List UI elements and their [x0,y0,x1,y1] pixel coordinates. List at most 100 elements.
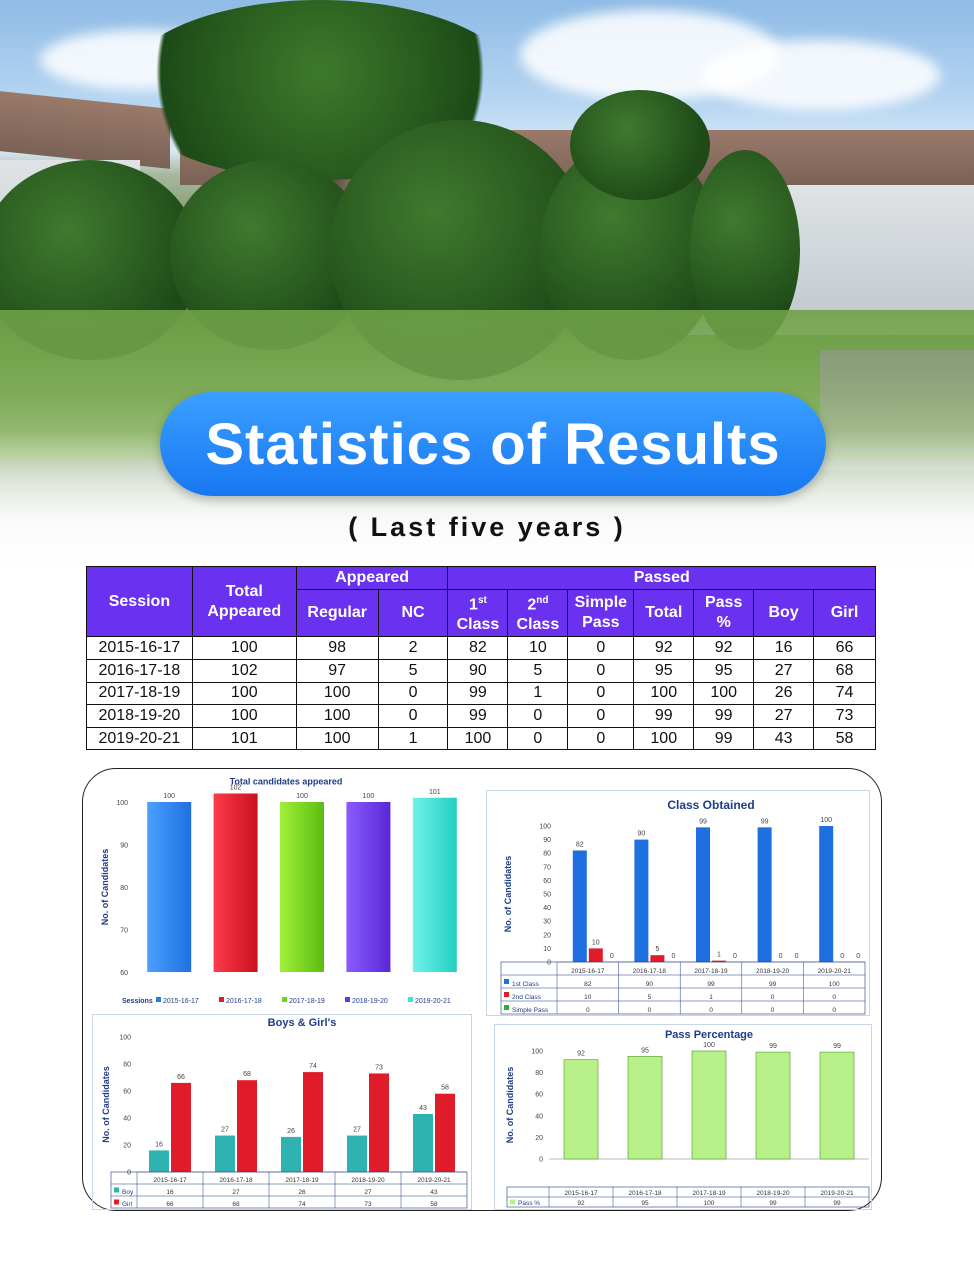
chart-class-obtained: Class Obtained 0 10 20 30 40 50 60 70 80 90 100 No. … [487,792,869,1016]
data-label: 1 [717,952,721,959]
bar-1st Class-2019-20-21 [819,826,834,962]
y-tick-label: 30 [543,919,551,926]
table-value: 92 [577,1200,585,1207]
chart-title: Boys & Girl's [268,1017,337,1029]
chart-title: Total candidates appeared [230,776,343,786]
header-session: Session [86,565,193,638]
y-tick-label: 90 [120,843,128,850]
table-value: 10 [584,994,592,1001]
table-cell: 0 [567,636,635,660]
data-label: 66 [177,1074,185,1081]
category-label: 2019-20-21 [820,1190,854,1197]
y-tick-label: 70 [543,864,551,871]
table-cell: 102 [191,658,297,683]
legend-swatch [504,1005,509,1010]
y-tick-label: 60 [543,878,551,885]
category-label: 2015-16-17 [571,968,605,975]
table-cell: 2019-20-21 [86,726,193,751]
header-regular: Regular [295,588,379,638]
legend-item: 2018-19-20 [352,998,388,1005]
category-label: 2017-18-19 [694,968,728,975]
table-cell: 43 [753,726,815,751]
table-cell: 97 [295,658,379,683]
data-label: 10 [592,939,600,946]
series-name: 1st Class [512,981,539,988]
table-cell: 0 [507,726,569,751]
data-label: 73 [375,1064,383,1071]
table-cell: 100 [633,726,695,751]
data-label: 82 [576,841,584,848]
bar-Pass %-2015-16-17 [563,1059,599,1160]
data-label: 102 [230,785,242,792]
bar-2018-19-20 [346,802,391,972]
legend-swatch [345,997,350,1002]
category-label: 2018-19-20 [756,968,790,975]
table-value: 99 [833,1200,841,1207]
table-value: 43 [430,1189,438,1196]
results-table: Session Total Appeared Appeared Passed R… [86,565,876,751]
table-value: 26 [298,1189,306,1196]
table-cell: 1 [507,681,569,706]
table-cell: 2015-16-17 [86,636,193,660]
table-cell: 0 [377,681,449,706]
table-cell: 5 [377,658,449,683]
table-value: 68 [232,1201,240,1208]
table-value: 58 [430,1201,438,1208]
y-tick-label: 0 [547,960,551,967]
y-tick-label: 40 [535,1113,543,1120]
table-cell: 82 [447,636,509,660]
data-label: 16 [155,1141,163,1148]
bar-2nd Class-2016-17-18 [650,955,665,962]
y-tick-label: 50 [543,892,551,899]
y-tick-label: 40 [543,905,551,912]
bar-Boy-2015-16-17 [149,1150,169,1172]
table-cell: 99 [447,704,509,728]
table-cell: 27 [753,658,815,683]
table-cell: 101 [191,726,297,751]
table-row: 2016-17-18 102 97 5 90 5 0 95 95 27 68 [86,658,876,683]
header-passed: Passed [447,566,876,590]
table-cell: 66 [813,636,876,660]
bar-Pass %-2017-18-19 [691,1050,727,1160]
table-cell: 100 [191,704,297,728]
chart-title: Pass Percentage [665,1029,753,1041]
table-value: 5 [648,994,652,1001]
table-value: 82 [584,981,592,988]
legend-swatch [156,997,161,1002]
table-cell: 95 [633,658,695,683]
table-row: 2015-16-17 100 98 2 82 10 0 92 92 16 66 [86,636,876,660]
table-cell: 100 [191,681,297,706]
category-label: 2015-16-17 [564,1190,598,1197]
bar-Pass %-2018-19-20 [755,1051,791,1160]
y-tick-label: 80 [120,885,128,892]
y-tick-label: 80 [543,851,551,858]
page-subtitle: ( Last five years ) [348,512,626,542]
data-label: 90 [638,831,646,838]
bar-2nd Class-2015-16-17 [588,948,603,962]
table-value: 0 [771,1007,775,1014]
bar-2019-20-21 [412,797,457,972]
table-cell: 27 [753,704,815,728]
table-value: 0 [709,1007,713,1014]
table-value: 99 [769,981,777,988]
category-label: 2016-17-18 [628,1190,662,1197]
legend-swatch [114,1187,119,1193]
table-value: 90 [646,981,654,988]
series-name: Simple Pass [512,1007,549,1014]
table-value: 99 [707,981,715,988]
y-tick-label: 60 [120,970,128,977]
table-value: 27 [232,1189,240,1196]
y-tick-label: 40 [123,1116,131,1123]
legend-swatch [504,992,509,997]
table-cell: 99 [693,726,755,751]
bar-2016-17-18 [213,793,258,972]
table-cell: 100 [295,681,379,706]
table-value: 74 [298,1201,306,1208]
table-value: 66 [166,1201,174,1208]
bar-2015-16-17 [147,802,192,972]
data-label: 0 [610,953,614,960]
header-appeared: Appeared [295,566,449,590]
table-cell: 2018-19-20 [86,704,193,728]
table-cell: 0 [567,726,635,751]
legend-swatch [510,1199,515,1205]
